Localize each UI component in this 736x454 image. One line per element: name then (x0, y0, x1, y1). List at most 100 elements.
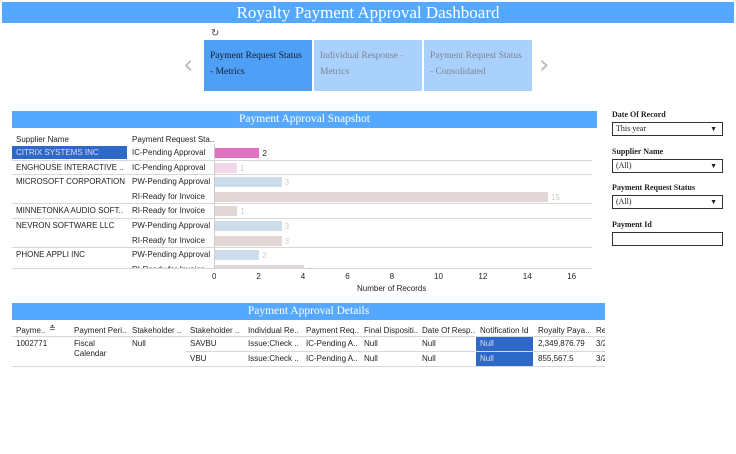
supplier-cell[interactable]: PHONE APPLI INC (16, 250, 85, 260)
details-col-header[interactable]: Royalty Paya.. (538, 326, 590, 335)
details-cell: Null (422, 353, 436, 363)
bar[interactable] (215, 235, 282, 246)
details-cell: Issue:Check .. (248, 339, 299, 348)
chevron-down-icon: ▼ (710, 198, 717, 206)
details-col-header[interactable]: Date Of Resp.. (422, 326, 475, 335)
details-col-header[interactable]: Stakeholder .. (132, 326, 182, 335)
x-axis-label: Number of Records (357, 284, 427, 293)
details-col-header[interactable]: Individual Re.. (248, 326, 299, 335)
filter-dropdown[interactable]: (All) ▼ (612, 159, 723, 173)
col-header-status: Payment Request Sta.. (132, 135, 215, 144)
bar-value-label: 1 (240, 163, 245, 173)
row-divider (12, 159, 592, 161)
filter-value: (All) (616, 161, 632, 170)
bar[interactable] (215, 191, 548, 202)
filter-value: This year (616, 124, 646, 133)
details-col-header[interactable]: Payment Req.. (306, 326, 359, 335)
bar-value-label: 2 (262, 251, 267, 261)
status-cell[interactable]: PW-Pending Approval (132, 177, 211, 187)
bar[interactable] (215, 264, 304, 268)
filter-dropdown[interactable]: (All) ▼ (612, 195, 723, 209)
chevron-down-icon: ▼ (710, 162, 717, 170)
details-col-header[interactable]: Payment Peri.. (74, 326, 127, 335)
supplier-cell[interactable]: MICROSOFT CORPORATION (16, 177, 126, 187)
x-tick-label: 6 (345, 272, 350, 281)
snapshot-chart: CITRIX SYSTEMS INC IC-Pending Approval 2 EN… (12, 146, 592, 268)
x-tick-label: 8 (389, 272, 395, 281)
status-cell[interactable]: RI-Ready for Invoice (132, 191, 205, 201)
bar[interactable] (215, 177, 282, 188)
bar-value-label: 3 (284, 236, 290, 246)
supplier-cell[interactable]: ENGHOUSE INTERACTIVE .. (16, 162, 124, 172)
details-cell: 2,349,876.79 (538, 339, 585, 348)
details-cell: IC-Pending A.. (306, 339, 358, 348)
details-cell: IC-Pending A.. (306, 353, 358, 363)
x-tick-label: 12 (478, 272, 488, 281)
tab-payment-request-status-metrics[interactable]: Payment Request Status - Metrics (204, 40, 312, 91)
x-tick-label: 4 (300, 272, 306, 281)
row-divider (12, 218, 592, 219)
details-cell[interactable]: Null (476, 337, 533, 351)
status-cell[interactable]: RI-Ready for Invoice (132, 235, 205, 245)
row-divider (12, 174, 592, 176)
details-cell: 855,567.5 (538, 353, 574, 363)
details-col-header[interactable]: Notification Id (480, 326, 529, 335)
x-tick-label: 10 (434, 272, 443, 281)
prev-arrow-icon[interactable]: ‹ (183, 50, 194, 80)
details-col-header[interactable]: Stakeholder .. (190, 326, 240, 335)
details-cell: Issue:Check .. (248, 353, 299, 363)
dashboard-title: Royalty Payment Approval Dashboard (2, 2, 734, 23)
details-col-header[interactable]: Final Dispositi.. (364, 326, 419, 335)
header-divider (12, 336, 605, 337)
details-cell: 3/2 (596, 353, 605, 363)
status-cell[interactable]: IC-Pending Approval (132, 148, 206, 157)
bar[interactable] (215, 206, 238, 217)
x-tick-label: 14 (522, 272, 532, 281)
bar[interactable] (215, 250, 260, 261)
bar-value-label: 2 (262, 149, 267, 158)
snapshot-title: Payment Approval Snapshot (12, 111, 597, 128)
details-cell: Null (364, 339, 378, 348)
refresh-icon[interactable]: ↻ (211, 28, 220, 39)
tab-individual-response-metrics[interactable]: Individual Response - Metrics (314, 40, 422, 91)
details-cell: VBU (190, 353, 207, 363)
stakeholder-cell: Null (132, 339, 146, 348)
filter-label: Date Of Record (612, 110, 666, 119)
status-cell[interactable]: RI-Ready for Invoice (132, 263, 205, 268)
filter-value: (All) (616, 197, 632, 206)
bar[interactable] (215, 162, 238, 173)
bar-value-label: 3 (284, 178, 290, 188)
status-cell[interactable]: PW-Pending Approval (132, 250, 211, 260)
supplier-cell[interactable]: NEVRON SOFTWARE LLC (16, 221, 115, 230)
status-cell[interactable]: RI-Ready for Invoice (132, 206, 205, 216)
x-tick-label: 16 (567, 272, 577, 281)
filter-label: Payment Id (612, 220, 652, 229)
tab-payment-request-status-consolidated[interactable]: Payment Request Status - Consolidated (424, 40, 532, 91)
status-cell[interactable]: PW-Pending Approval (132, 221, 211, 230)
details-title: Payment Approval Details (12, 303, 605, 320)
details-col-header[interactable]: Re (596, 326, 605, 335)
row-divider (12, 203, 592, 205)
supplier-cell[interactable]: MINNETONKA AUDIO SOFT.. (16, 206, 123, 216)
supplier-cell[interactable]: CITRIX SYSTEMS INC (12, 146, 127, 159)
chevron-down-icon: ▼ (710, 125, 717, 133)
next-arrow-icon[interactable]: › (539, 50, 550, 80)
table-bottom (12, 366, 605, 367)
bar-value-label: 4 (307, 264, 311, 268)
details-cell: SAVBU (190, 339, 217, 348)
bar-value-label: 3 (284, 222, 290, 231)
col-header-supplier: Supplier Name (16, 135, 69, 144)
details-cell[interactable]: Null (476, 351, 533, 366)
bar[interactable] (215, 221, 282, 231)
filter-dropdown[interactable]: This year ▼ (612, 122, 723, 136)
filter-label: Payment Request Status (612, 183, 696, 192)
bar[interactable] (215, 148, 260, 158)
details-cell: Null (422, 339, 436, 348)
details-col-header[interactable]: Payme.. (16, 326, 46, 335)
filter-label: Supplier Name (612, 147, 664, 156)
status-cell[interactable]: IC-Pending Approval (132, 162, 206, 172)
payment-id-input[interactable] (612, 232, 723, 246)
sort-icon[interactable]: ≛ (49, 324, 56, 333)
details-cell: 3/2 (596, 339, 605, 348)
details-cell: Null (364, 353, 378, 363)
